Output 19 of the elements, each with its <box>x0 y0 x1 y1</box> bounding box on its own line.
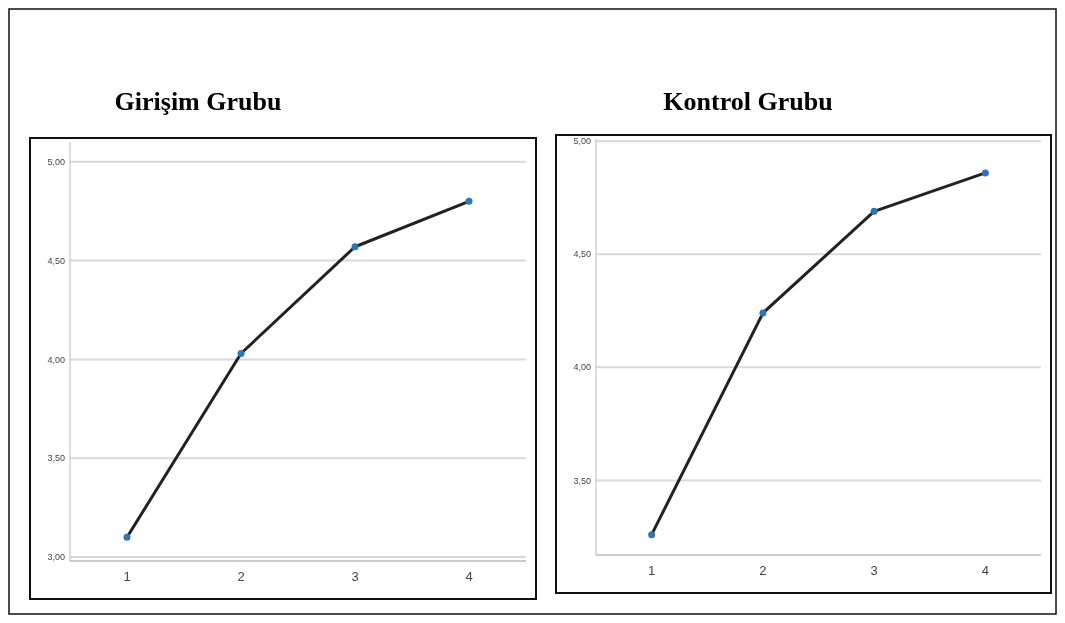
chart-title: Kontrol Grubu <box>663 87 833 116</box>
x-tick-label: 2 <box>237 569 245 584</box>
y-tick-label: 4,50 <box>573 249 591 260</box>
x-tick-label: 3 <box>351 569 359 584</box>
x-tick-label: 4 <box>981 563 989 578</box>
y-tick-label: 5,00 <box>47 156 65 167</box>
y-tick-label: 5,00 <box>573 136 591 147</box>
x-tick-label: 1 <box>123 569 131 584</box>
y-tick-label: 4,50 <box>47 255 65 266</box>
chart-title: Girişim Grubu <box>114 87 282 116</box>
y-tick-label: 3,00 <box>47 552 65 563</box>
y-tick-label: 4,00 <box>47 354 65 365</box>
x-tick-label: 1 <box>648 563 656 578</box>
y-tick-label: 3,50 <box>47 453 65 464</box>
y-tick-label: 3,50 <box>573 475 591 486</box>
x-tick-label: 3 <box>870 563 878 578</box>
x-tick-label: 2 <box>759 563 767 578</box>
x-tick-label: 4 <box>465 569 473 584</box>
y-tick-label: 4,00 <box>573 362 591 373</box>
